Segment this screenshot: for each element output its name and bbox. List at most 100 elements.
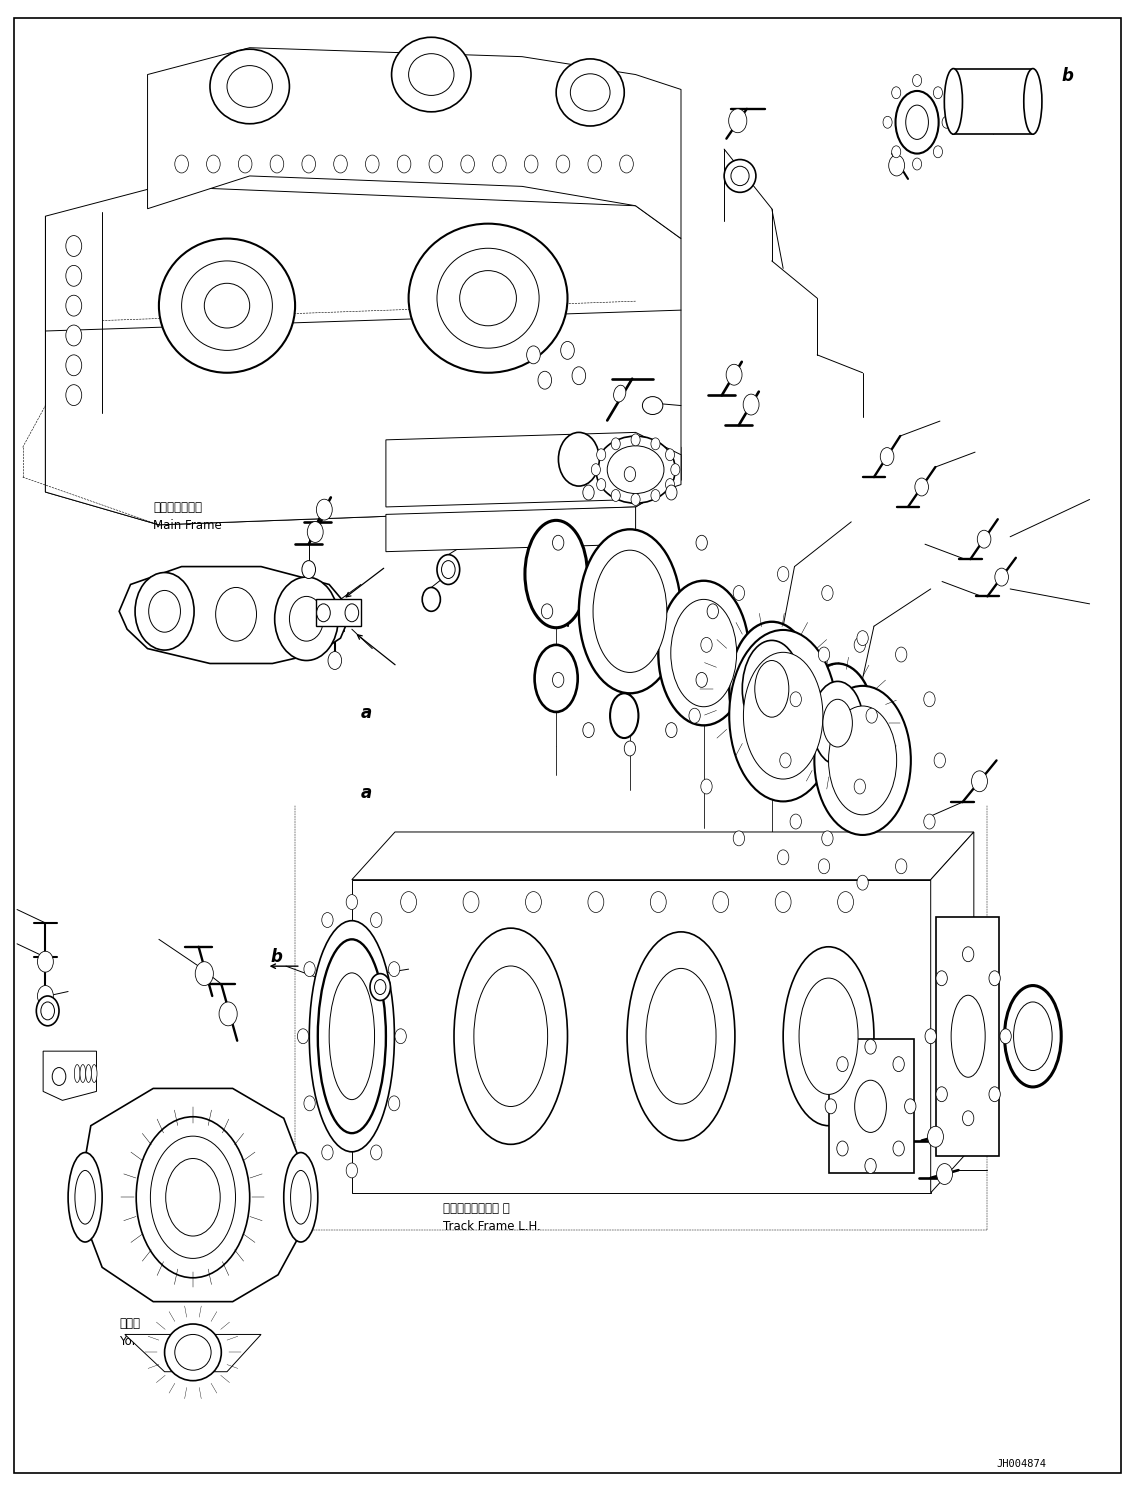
- Ellipse shape: [75, 1170, 95, 1224]
- Ellipse shape: [671, 599, 737, 707]
- Circle shape: [463, 892, 479, 912]
- Polygon shape: [148, 48, 681, 239]
- Circle shape: [857, 631, 868, 646]
- Ellipse shape: [166, 1159, 220, 1236]
- Ellipse shape: [318, 939, 386, 1133]
- Circle shape: [775, 892, 791, 912]
- Circle shape: [631, 494, 640, 505]
- Ellipse shape: [755, 661, 789, 717]
- Circle shape: [777, 567, 789, 581]
- Circle shape: [666, 723, 678, 738]
- Circle shape: [696, 535, 707, 550]
- Ellipse shape: [1014, 1002, 1052, 1071]
- Ellipse shape: [855, 1079, 886, 1133]
- Circle shape: [322, 912, 334, 927]
- Circle shape: [707, 604, 718, 619]
- Circle shape: [865, 1159, 876, 1173]
- Ellipse shape: [291, 1170, 311, 1224]
- Circle shape: [733, 830, 745, 845]
- Ellipse shape: [729, 629, 838, 801]
- Circle shape: [689, 708, 700, 723]
- Circle shape: [370, 974, 390, 1000]
- Circle shape: [700, 778, 712, 793]
- Circle shape: [934, 753, 945, 768]
- Circle shape: [135, 573, 194, 650]
- Circle shape: [893, 1141, 905, 1156]
- Ellipse shape: [68, 1153, 102, 1242]
- Circle shape: [729, 109, 747, 133]
- Ellipse shape: [165, 1324, 221, 1381]
- Circle shape: [583, 723, 595, 738]
- Circle shape: [395, 1029, 406, 1044]
- Text: トラックフレーム 左: トラックフレーム 左: [443, 1202, 510, 1215]
- Circle shape: [37, 951, 53, 972]
- Circle shape: [572, 367, 586, 385]
- Circle shape: [422, 587, 440, 611]
- Circle shape: [936, 971, 948, 986]
- Circle shape: [822, 830, 833, 845]
- Circle shape: [825, 1099, 836, 1114]
- Circle shape: [857, 875, 868, 890]
- Circle shape: [37, 986, 53, 1006]
- Ellipse shape: [284, 1153, 318, 1242]
- Ellipse shape: [731, 167, 749, 186]
- Circle shape: [370, 1145, 381, 1160]
- Circle shape: [597, 449, 606, 461]
- Polygon shape: [386, 432, 681, 507]
- Ellipse shape: [944, 69, 962, 134]
- Ellipse shape: [579, 529, 681, 693]
- Circle shape: [631, 434, 640, 446]
- Circle shape: [696, 672, 707, 687]
- Polygon shape: [386, 507, 636, 552]
- Ellipse shape: [535, 644, 578, 713]
- Circle shape: [889, 155, 905, 176]
- Circle shape: [66, 355, 82, 376]
- Circle shape: [924, 814, 935, 829]
- Circle shape: [624, 467, 636, 482]
- Circle shape: [855, 638, 866, 653]
- Circle shape: [665, 479, 674, 491]
- Circle shape: [838, 892, 854, 912]
- Circle shape: [855, 778, 866, 795]
- Circle shape: [66, 325, 82, 346]
- Ellipse shape: [437, 249, 539, 349]
- Circle shape: [275, 577, 338, 661]
- Circle shape: [429, 155, 443, 173]
- Text: ヨーク: ヨーク: [119, 1317, 141, 1330]
- Circle shape: [866, 708, 877, 723]
- Circle shape: [892, 146, 901, 158]
- Circle shape: [583, 485, 595, 499]
- Circle shape: [346, 1163, 358, 1178]
- Circle shape: [524, 155, 538, 173]
- Circle shape: [892, 86, 901, 98]
- Polygon shape: [931, 832, 974, 1193]
- Ellipse shape: [783, 947, 874, 1126]
- Circle shape: [591, 464, 600, 476]
- Circle shape: [790, 692, 801, 707]
- Ellipse shape: [611, 693, 638, 738]
- Circle shape: [881, 447, 894, 465]
- Circle shape: [612, 438, 621, 450]
- Ellipse shape: [813, 681, 864, 765]
- Circle shape: [713, 892, 729, 912]
- Ellipse shape: [150, 1136, 236, 1258]
- Ellipse shape: [210, 49, 289, 124]
- Circle shape: [588, 155, 602, 173]
- Text: a: a: [361, 784, 372, 802]
- Circle shape: [66, 236, 82, 256]
- Circle shape: [925, 1029, 936, 1044]
- Circle shape: [777, 850, 789, 865]
- Polygon shape: [953, 69, 1033, 134]
- Ellipse shape: [951, 996, 985, 1077]
- Circle shape: [216, 587, 257, 641]
- Circle shape: [822, 586, 833, 601]
- Circle shape: [818, 647, 830, 662]
- Circle shape: [896, 647, 907, 662]
- Ellipse shape: [204, 283, 250, 328]
- Circle shape: [726, 364, 742, 385]
- Circle shape: [437, 555, 460, 584]
- Ellipse shape: [614, 385, 625, 403]
- Ellipse shape: [86, 1065, 92, 1082]
- Ellipse shape: [742, 641, 801, 737]
- Text: Track Frame L.H.: Track Frame L.H.: [443, 1220, 540, 1233]
